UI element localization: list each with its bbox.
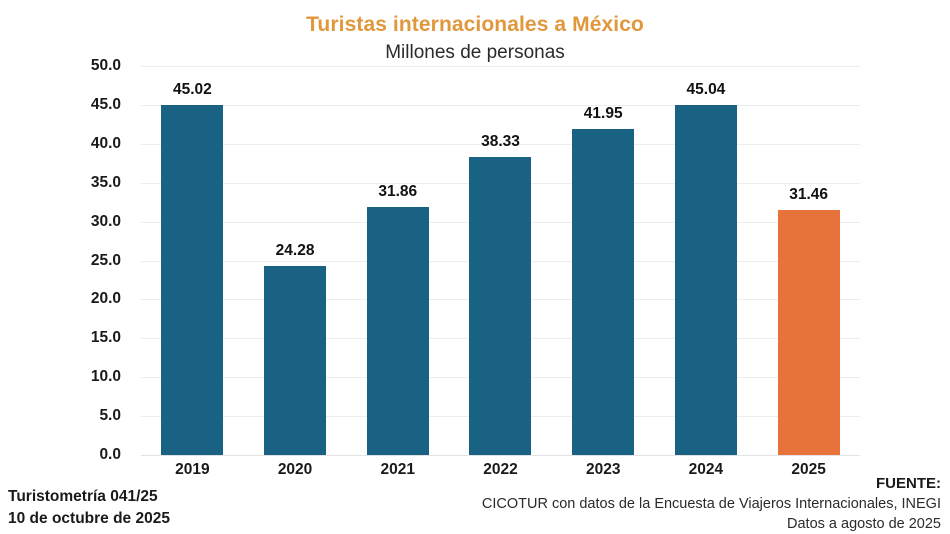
gridline <box>141 66 860 67</box>
bar-value-label: 31.86 <box>378 183 418 201</box>
source-line-2: Datos a agosto de 2025 <box>787 516 941 532</box>
gridline <box>141 455 860 456</box>
bar-value-label: 45.04 <box>686 80 726 98</box>
chart-title: Turistas internacionales a México <box>306 13 644 36</box>
y-axis-tick-label: 50.0 <box>90 57 121 74</box>
bar-2023[interactable] <box>572 128 635 455</box>
bar-2021[interactable] <box>366 207 429 455</box>
y-axis-tick-label: 20.0 <box>90 290 121 308</box>
x-axis-tick-label: 2025 <box>791 461 826 478</box>
bar-2020[interactable] <box>264 266 327 455</box>
y-axis-tick-label: 15.0 <box>90 329 121 347</box>
x-axis-tick-label: 2019 <box>175 461 210 478</box>
bar-value-label: 38.33 <box>481 132 520 150</box>
bar-group: 41.95 <box>552 66 655 455</box>
bar-group: 24.28 <box>244 66 347 455</box>
bar-2024[interactable] <box>674 104 737 455</box>
y-axis-tick-label: 30.0 <box>90 212 121 230</box>
y-axis-tick-label: 35.0 <box>90 173 121 191</box>
y-axis-tick-label: 0.0 <box>99 446 121 463</box>
y-axis-tick-label: 10.0 <box>90 368 121 386</box>
bar-2019[interactable] <box>161 104 224 455</box>
y-axis-tick-label: 5.0 <box>99 407 121 425</box>
x-axis-tick-label: 2021 <box>380 461 416 478</box>
footer-report-id: Turistometría 041/25 <box>8 488 158 505</box>
footer-date: 10 de octubre de 2025 <box>8 510 170 527</box>
x-axis: 2019 2020 2021 2022 2023 2024 2025 <box>141 461 860 487</box>
footer-source: FUENTE: CICOTUR con datos de la Encuesta… <box>482 474 941 534</box>
gridline <box>141 143 860 145</box>
bar-value-label: 24.28 <box>275 242 315 260</box>
x-axis-tick-label: 2024 <box>688 461 724 478</box>
gridline <box>141 104 860 106</box>
bar-group: 31.46 <box>757 66 860 455</box>
bar-group: 45.02 <box>141 66 244 455</box>
bar-2022[interactable] <box>469 156 532 455</box>
bar-series: 45.02 24.28 31.86 38.33 41.95 45.04 31.46 <box>141 66 860 455</box>
bar-value-label: 31.46 <box>789 186 829 204</box>
source-line-1: CICOTUR con datos de la Encuesta de Viaj… <box>481 496 941 512</box>
bar-value-label: 41.95 <box>583 104 623 122</box>
bar-group: 38.33 <box>449 66 552 455</box>
bar-value-label: 45.02 <box>172 80 212 98</box>
bar-group: 45.04 <box>655 66 758 455</box>
y-axis-tick-label: 40.0 <box>90 134 121 152</box>
source-label: FUENTE: <box>876 475 941 492</box>
y-axis-tick-label: 25.0 <box>90 251 121 269</box>
chart-subtitle: Millones de personas <box>385 42 565 63</box>
footer-left: Turistometría 041/25 10 de octubre de 20… <box>8 486 170 530</box>
x-axis-tick-label: 2023 <box>585 461 621 478</box>
y-axis-tick-label: 45.0 <box>90 95 121 113</box>
bar-2025[interactable] <box>777 210 840 455</box>
x-axis-tick-label: 2020 <box>277 461 313 478</box>
bar-group: 31.86 <box>346 66 449 455</box>
y-axis: 50.0 45.0 40.0 35.0 30.0 25.0 20.0 15.0 10.0 5.0 0… <box>0 57 131 463</box>
x-axis-tick-label: 2022 <box>483 461 518 478</box>
